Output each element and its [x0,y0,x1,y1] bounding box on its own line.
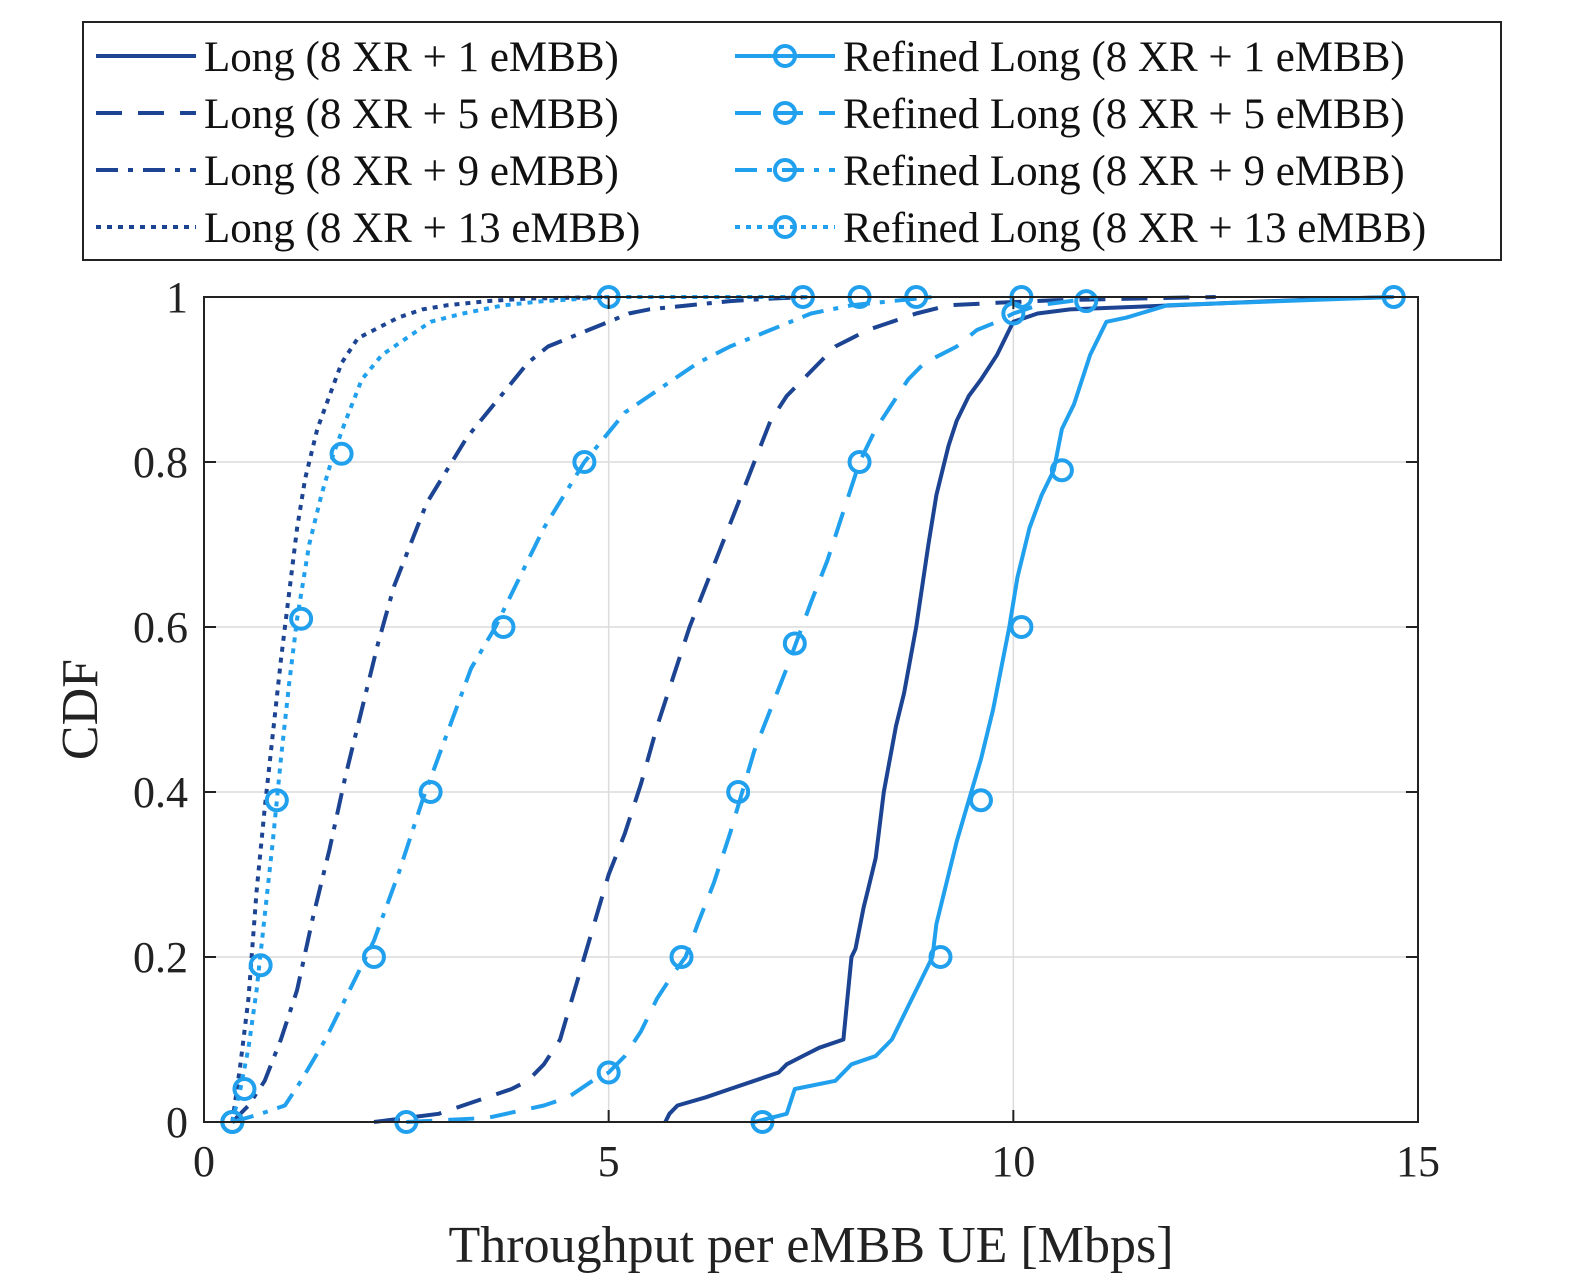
y-tick-label-5: 1 [166,273,188,322]
marker-s5-3 [726,780,751,804]
series-line-5 [406,295,1095,1124]
marker-s6-2 [418,780,443,804]
y-tick-label-4: 0.8 [133,438,188,487]
marker-s4-4 [1049,458,1074,483]
x-tick-label-0: 0 [193,1137,215,1186]
axes-frame [203,296,1419,1123]
axis-ticks: 0 5 10 15 0 0.2 0.4 0.6 0.8 1 [133,273,1440,1186]
marker-s5-1 [596,1060,621,1085]
legend-label-1: Long (8 XR + 5 eMBB) [204,91,619,138]
y-tick-label-0: 0 [166,1098,188,1147]
series-line-6 [231,295,933,1124]
series-line-2 [230,295,812,1124]
legend-label-4: Refined Long (8 XR + 1 eMBB) [843,34,1405,81]
legend-label-2: Long (8 XR + 9 eMBB) [204,148,619,195]
x-tick-label-1: 5 [598,1137,620,1186]
y-tick-label-3: 0.6 [133,603,188,652]
marker-s7-5 [329,441,354,466]
legend-marker-7 [773,215,797,239]
marker-s5-4 [782,631,807,656]
marker-s5-2 [669,945,694,969]
series-line-1 [373,295,1216,1124]
legend-label-3: Long (8 XR + 13 eMBB) [204,205,640,252]
marker-s5-5 [847,450,872,474]
legend-marker-6 [773,158,797,182]
marker-s4-3 [1009,615,1034,639]
marker-s4-1 [928,945,953,969]
y-tick-label-2: 0.4 [133,768,188,817]
marker-s6-1 [361,945,386,969]
marker-s7-3 [264,788,289,813]
series-line-7 [230,295,811,1123]
x-tick-label-2: 10 [991,1137,1035,1186]
x-tick-label-3: 15 [1396,1137,1440,1186]
marker-s5-7 [1074,289,1099,314]
x-axis-label: Throughput per eMBB UE [Mbps] [448,1217,1173,1274]
legend-marker-5 [773,101,797,125]
marker-s7-4 [289,606,314,631]
legend: Long (8 XR + 1 eMBB) Long (8 XR + 5 eMBB)… [82,21,1502,261]
y-tick-label-1: 0.2 [133,933,188,982]
legend-label-5: Refined Long (8 XR + 5 eMBB) [843,91,1405,138]
marker-s7-2 [248,953,273,978]
y-axis-label: CDF [52,659,109,760]
marker-s4-2 [968,788,993,813]
legend-label-7: Refined Long (8 XR + 13 eMBB) [843,205,1426,252]
marker-s7-1 [232,1077,257,1101]
marker-s6-3 [491,615,516,639]
series-line-4 [753,295,1394,1124]
legend-marker-4 [773,44,797,68]
legend-label-0: Long (8 XR + 1 eMBB) [204,34,619,81]
marker-s6-4 [572,450,597,474]
legend-label-6: Refined Long (8 XR + 9 eMBB) [843,148,1405,195]
series-line-3 [230,295,609,1123]
